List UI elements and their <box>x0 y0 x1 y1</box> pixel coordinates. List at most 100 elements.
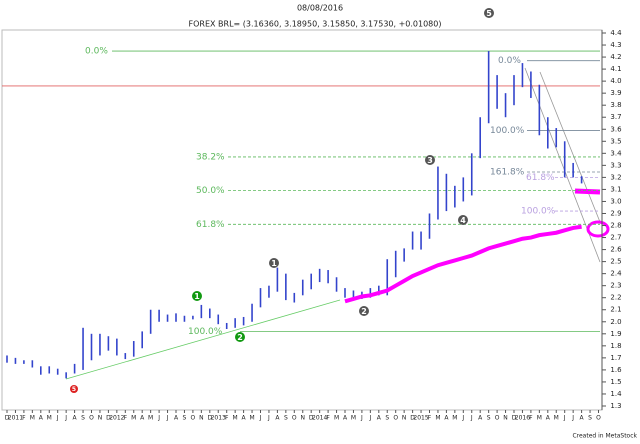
x-tick-label: S <box>487 415 491 422</box>
x-tick-label: O <box>596 415 601 422</box>
x-tick-label: F <box>22 415 26 422</box>
wave-label: 2 <box>237 333 243 342</box>
x-tick-label: M <box>249 415 254 422</box>
y-tick-label: 3.9 <box>610 89 621 97</box>
y-tick-label: 4.3 <box>610 41 621 49</box>
x-tick-label: A <box>174 415 179 422</box>
x-tick-label: M <box>452 415 457 422</box>
fib-label: 100.0% <box>188 327 223 337</box>
fib-label: 61.8% <box>526 173 555 183</box>
y-tick-label: 3.2 <box>610 173 621 181</box>
x-tick-label: M <box>30 415 35 422</box>
indicator-line <box>574 188 601 195</box>
x-tick-label: A <box>140 415 145 422</box>
fib-label: 0.0% <box>85 47 108 57</box>
x-tick-label: D <box>410 415 415 422</box>
fib-label: 50.0% <box>196 186 225 196</box>
x-tick-label: J <box>360 415 363 422</box>
x-tick-label: J <box>563 415 566 422</box>
wave-marker <box>70 385 78 393</box>
x-tick-label: F <box>529 415 533 422</box>
x-tick-label: J <box>368 415 371 422</box>
x-tick-label: J <box>56 415 59 422</box>
x-tick-label: M <box>351 415 356 422</box>
channel-line <box>539 71 601 223</box>
x-tick-label: A <box>377 415 382 422</box>
x-tick-label: O <box>191 415 196 422</box>
y-tick-label: 3.7 <box>610 113 621 121</box>
fib-label: 61.8% <box>196 220 225 230</box>
x-tick-label: S <box>588 415 592 422</box>
x-tick-label: F <box>326 415 330 422</box>
wave-label: 2 <box>361 307 367 316</box>
y-tick-label: 2.0 <box>610 318 621 326</box>
fib-label: 100.0% <box>521 207 556 217</box>
x-tick-label: F <box>124 415 128 422</box>
x-tick-label: 2015 <box>413 415 428 422</box>
x-tick-label: D <box>207 415 212 422</box>
footer: Created in MetaStock <box>572 433 637 440</box>
chart-title: FOREX BRL= (3.16360, 3.18950, 3.15850, 3… <box>189 20 442 29</box>
y-tick-label: 4.1 <box>610 65 621 73</box>
x-tick-label: A <box>242 415 247 422</box>
x-tick-label: N <box>301 415 306 422</box>
x-tick-label: M <box>435 415 440 422</box>
x-tick-label: J <box>461 415 464 422</box>
x-tick-label: A <box>275 415 280 422</box>
x-tick-label: N <box>199 415 204 422</box>
x-tick-label: D <box>512 415 517 422</box>
x-tick-label: J <box>64 415 67 422</box>
x-tick-label: O <box>393 415 398 422</box>
y-tick-label: 2.9 <box>610 209 621 217</box>
fib-label: 38.2% <box>196 152 225 162</box>
trend-line <box>65 299 341 380</box>
wave-label: 5 <box>486 9 492 18</box>
y-tick-label: 3.8 <box>610 101 621 109</box>
fib-label: 161.8% <box>490 167 525 177</box>
y-tick-label: 1.9 <box>610 330 621 338</box>
x-tick-label: D <box>5 415 10 422</box>
x-tick-label: M <box>148 415 153 422</box>
wave-marker <box>484 8 494 18</box>
y-tick-label: 3.5 <box>610 137 621 145</box>
wave-marker <box>458 215 468 225</box>
highlight-ellipse <box>586 220 610 238</box>
wave-label: 5 <box>72 386 76 393</box>
y-tick-label: 2.4 <box>610 270 622 278</box>
wave-label: 4 <box>460 216 466 225</box>
y-tick-label: 2.3 <box>610 282 621 290</box>
x-tick-label: M <box>537 415 542 422</box>
wave-label: 1 <box>194 292 200 301</box>
x-tick-label: O <box>292 415 297 422</box>
y-tick-label: 4.4 <box>610 29 622 37</box>
y-tick-label: 4.0 <box>610 77 621 85</box>
y-tick-label: 2.5 <box>610 258 621 266</box>
x-tick-label: D <box>106 415 111 422</box>
x-tick-label: M <box>334 415 339 422</box>
x-tick-label: O <box>495 415 500 422</box>
y-tick-label: 2.1 <box>610 306 621 314</box>
chart-date: 08/08/2016 <box>297 4 343 13</box>
x-tick-label: F <box>428 415 432 422</box>
y-tick-label: 1.4 <box>610 390 622 398</box>
x-tick-label: D <box>309 415 314 422</box>
y-tick-label: 3.0 <box>610 197 621 205</box>
y-tick-label: 3.4 <box>610 149 622 157</box>
x-tick-label: 2013 <box>211 415 226 422</box>
wave-label: 1 <box>271 259 277 268</box>
x-tick-label: M <box>131 415 136 422</box>
x-tick-label: J <box>470 415 473 422</box>
fib-label: 100.0% <box>490 126 525 136</box>
x-tick-label: J <box>571 415 574 422</box>
y-tick-label: 2.8 <box>610 222 621 230</box>
x-tick-label: M <box>47 415 52 422</box>
y-tick-label: 2.6 <box>610 246 622 254</box>
x-tick-label: A <box>546 415 551 422</box>
x-tick-label: N <box>503 415 508 422</box>
y-tick-label: 2.2 <box>610 294 621 302</box>
wave-marker <box>425 155 435 165</box>
x-tick-label: 2011 <box>8 415 23 422</box>
wave-marker <box>359 306 369 316</box>
